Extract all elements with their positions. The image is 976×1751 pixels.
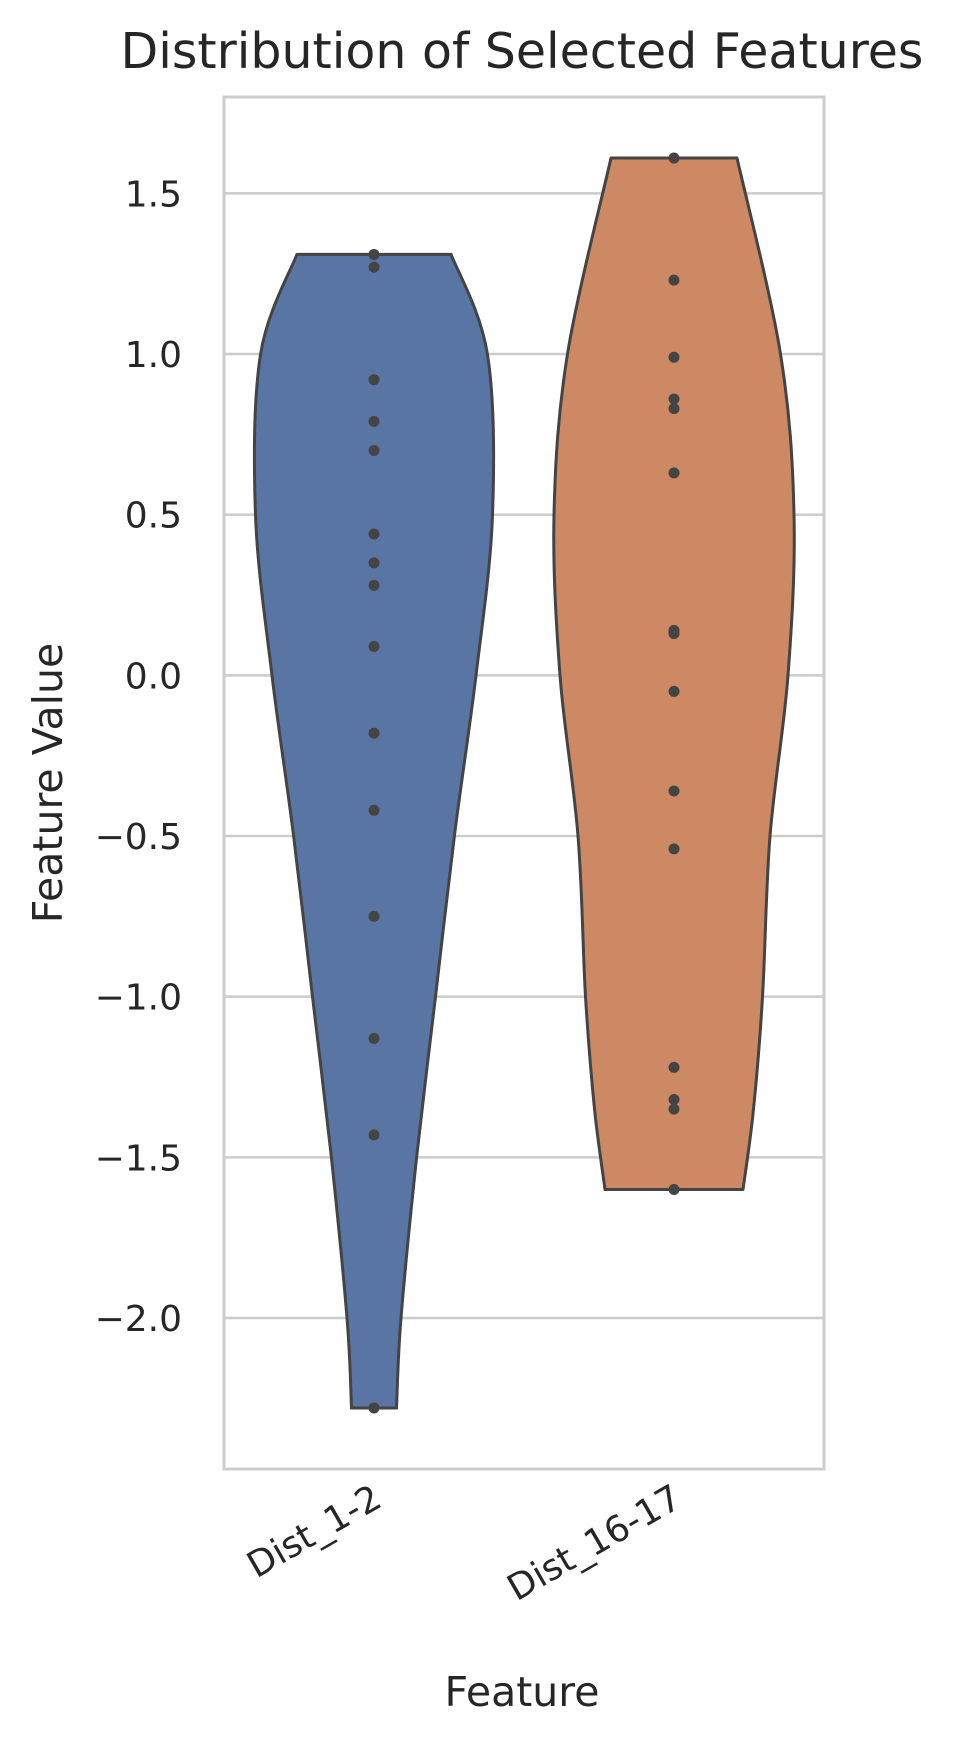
- data-point: [368, 1129, 380, 1141]
- data-point: [368, 444, 380, 456]
- data-point: [668, 785, 680, 797]
- data-point: [368, 416, 380, 428]
- x-tick-label: Dist_1-2: [240, 1477, 388, 1586]
- data-point: [368, 528, 380, 540]
- y-tick-label: 1.5: [125, 174, 182, 215]
- data-point: [368, 1032, 380, 1044]
- violins: [252, 156, 796, 1410]
- data-point: [368, 579, 380, 591]
- y-tick-label: −1.0: [95, 978, 182, 1019]
- data-point: [668, 393, 680, 405]
- data-point: [368, 1402, 380, 1414]
- data-point: [668, 843, 680, 855]
- data-point: [368, 248, 380, 260]
- data-point: [668, 1061, 680, 1073]
- data-point: [668, 467, 680, 479]
- data-point: [668, 152, 680, 164]
- y-tick-labels: 1.5 1.0 0.5 0.0 −0.5 −1.0 −1.5 −2.0: [95, 174, 182, 1340]
- y-tick-label: 0.5: [125, 496, 182, 537]
- data-point: [368, 640, 380, 652]
- y-tick-label: 0.0: [125, 656, 182, 697]
- data-point: [668, 1183, 680, 1195]
- data-point: [668, 1103, 680, 1115]
- data-point: [368, 261, 380, 273]
- y-tick-label: −2.0: [95, 1299, 182, 1340]
- y-axis-label: Feature Value: [24, 643, 72, 924]
- y-tick-label: −1.5: [95, 1138, 182, 1179]
- x-tick-label: Dist_16-17: [501, 1477, 689, 1609]
- y-tick-label: −0.5: [95, 817, 182, 858]
- data-point: [368, 910, 380, 922]
- data-point: [668, 274, 680, 286]
- data-point: [668, 351, 680, 363]
- chart-title: Distribution of Selected Features: [121, 23, 924, 80]
- plot-frame: [222, 95, 826, 1471]
- violin-Dist_1-2: [252, 252, 496, 1410]
- x-axis-label: Feature: [445, 1668, 600, 1716]
- data-points: [368, 152, 680, 1414]
- x-tick-labels: Dist_1-2 Dist_16-17: [240, 1477, 688, 1609]
- data-point: [368, 374, 380, 386]
- data-point: [668, 403, 680, 415]
- violin-Dist_16-17: [552, 156, 796, 1191]
- data-point: [368, 804, 380, 816]
- data-point: [668, 1093, 680, 1105]
- data-point: [668, 685, 680, 697]
- data-point: [368, 557, 380, 569]
- data-point: [668, 628, 680, 640]
- y-tick-label: 1.0: [125, 335, 182, 376]
- data-point: [368, 727, 380, 739]
